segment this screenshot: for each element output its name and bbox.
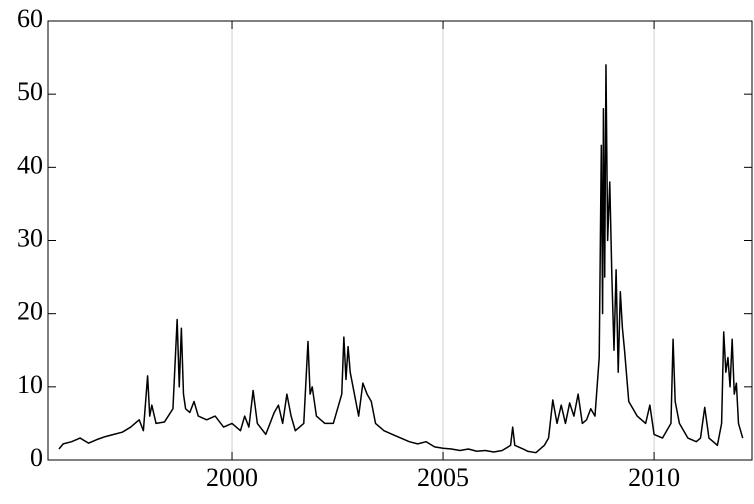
y-tick-label: 20 <box>17 297 43 326</box>
y-tick-label: 50 <box>17 77 43 106</box>
y-tick-label: 10 <box>17 370 43 399</box>
y-tick-label: 60 <box>17 4 43 33</box>
x-tick-label: 2005 <box>417 463 469 492</box>
y-tick-label: 0 <box>30 443 43 472</box>
y-tick-label: 30 <box>17 223 43 252</box>
y-tick-label: 40 <box>17 150 43 179</box>
x-tick-label: 2000 <box>206 463 258 492</box>
x-tick-label: 2010 <box>628 463 680 492</box>
plot-frame <box>47 20 753 461</box>
data-line <box>58 64 744 454</box>
